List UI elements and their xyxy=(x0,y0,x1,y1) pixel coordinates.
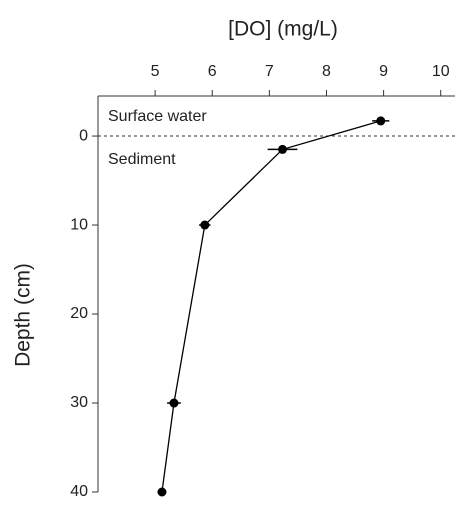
x-tick-label: 6 xyxy=(208,63,217,80)
data-point xyxy=(169,398,179,408)
x-tick-label: 9 xyxy=(379,63,388,80)
y-tick-label: 20 xyxy=(70,305,88,322)
data-point xyxy=(157,487,167,497)
data-line xyxy=(161,120,381,493)
x-axis-title: [DO] (mg/L) xyxy=(228,18,338,41)
x-tick-label: 8 xyxy=(322,63,331,80)
y-tick-label: 30 xyxy=(70,394,88,411)
data-point xyxy=(376,116,386,126)
x-tick-label: 7 xyxy=(265,63,274,80)
y-axis-title: Depth (cm) xyxy=(12,263,35,367)
y-tick-label: 0 xyxy=(79,127,88,144)
x-tick-label: 10 xyxy=(432,63,450,80)
y-tick-label: 40 xyxy=(70,483,88,500)
y-tick-label: 10 xyxy=(70,216,88,233)
data-point xyxy=(200,220,210,230)
annotation: Sediment xyxy=(108,151,176,168)
annotation: Surface water xyxy=(108,108,207,125)
data-point xyxy=(277,144,287,154)
x-tick-label: 5 xyxy=(151,63,160,80)
